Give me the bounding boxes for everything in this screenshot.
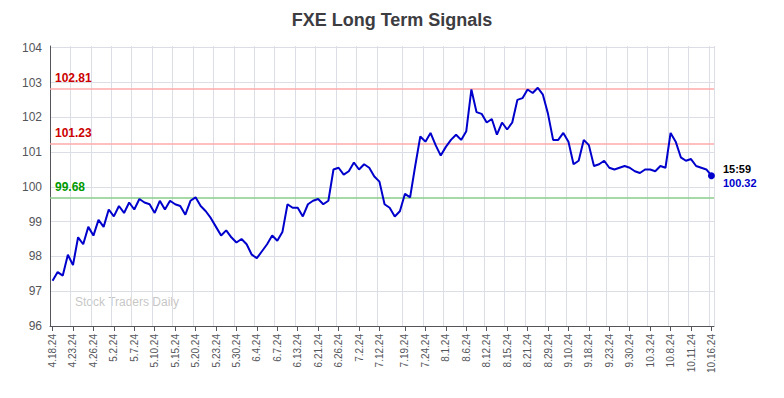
svg-text:9.18.24: 9.18.24 <box>583 334 594 368</box>
svg-text:102: 102 <box>22 110 42 124</box>
svg-text:5.30.24: 5.30.24 <box>231 334 242 368</box>
svg-text:104: 104 <box>22 41 42 55</box>
svg-text:10.11.24: 10.11.24 <box>686 334 697 373</box>
svg-text:6.7.24: 6.7.24 <box>272 334 283 362</box>
svg-text:9.10.24: 9.10.24 <box>563 334 574 368</box>
svg-text:6.21.24: 6.21.24 <box>313 334 324 368</box>
svg-text:102.81: 102.81 <box>55 71 92 85</box>
svg-text:4.26.24: 4.26.24 <box>88 334 99 368</box>
svg-text:5.7.24: 5.7.24 <box>129 334 140 362</box>
svg-text:101: 101 <box>22 145 42 159</box>
svg-text:6.4.24: 6.4.24 <box>251 334 262 362</box>
svg-text:8.15.24: 8.15.24 <box>502 334 513 368</box>
svg-text:100.32: 100.32 <box>723 177 757 189</box>
svg-text:10.8.24: 10.8.24 <box>665 334 676 368</box>
svg-text:7.2.24: 7.2.24 <box>354 334 365 362</box>
svg-text:5.20.24: 5.20.24 <box>190 334 201 368</box>
svg-text:99: 99 <box>29 215 43 229</box>
svg-text:5.15.24: 5.15.24 <box>170 334 181 368</box>
svg-text:6.13.24: 6.13.24 <box>292 334 303 368</box>
svg-text:15:59: 15:59 <box>723 163 751 175</box>
svg-text:10.3.24: 10.3.24 <box>645 334 656 368</box>
svg-text:8.29.24: 8.29.24 <box>543 334 554 368</box>
svg-text:7.24.24: 7.24.24 <box>420 334 431 368</box>
svg-text:99.68: 99.68 <box>55 180 85 194</box>
svg-text:7.19.24: 7.19.24 <box>399 334 410 368</box>
svg-text:5.23.24: 5.23.24 <box>211 334 222 368</box>
svg-text:4.23.24: 4.23.24 <box>67 334 78 368</box>
svg-text:7.12.24: 7.12.24 <box>374 334 385 368</box>
svg-text:4.18.24: 4.18.24 <box>47 334 58 368</box>
svg-text:8.12.24: 8.12.24 <box>481 334 492 368</box>
svg-text:5.2.24: 5.2.24 <box>108 334 119 362</box>
svg-text:100: 100 <box>22 180 42 194</box>
svg-text:8.6.24: 8.6.24 <box>461 334 472 362</box>
svg-text:101.23: 101.23 <box>55 126 92 140</box>
svg-text:9.23.24: 9.23.24 <box>604 334 615 368</box>
svg-text:8.1.24: 8.1.24 <box>440 334 451 362</box>
svg-text:9.30.24: 9.30.24 <box>624 334 635 368</box>
svg-text:10.16.24: 10.16.24 <box>706 334 717 373</box>
svg-text:8.21.24: 8.21.24 <box>522 334 533 368</box>
svg-text:6.26.24: 6.26.24 <box>333 334 344 368</box>
svg-text:FXE Long Term Signals: FXE Long Term Signals <box>292 10 493 30</box>
svg-text:98: 98 <box>29 249 43 263</box>
svg-text:5.10.24: 5.10.24 <box>149 334 160 368</box>
svg-text:103: 103 <box>22 76 42 90</box>
svg-text:Stock Traders Daily: Stock Traders Daily <box>75 295 179 309</box>
svg-text:97: 97 <box>29 284 43 298</box>
svg-text:96: 96 <box>29 319 43 333</box>
